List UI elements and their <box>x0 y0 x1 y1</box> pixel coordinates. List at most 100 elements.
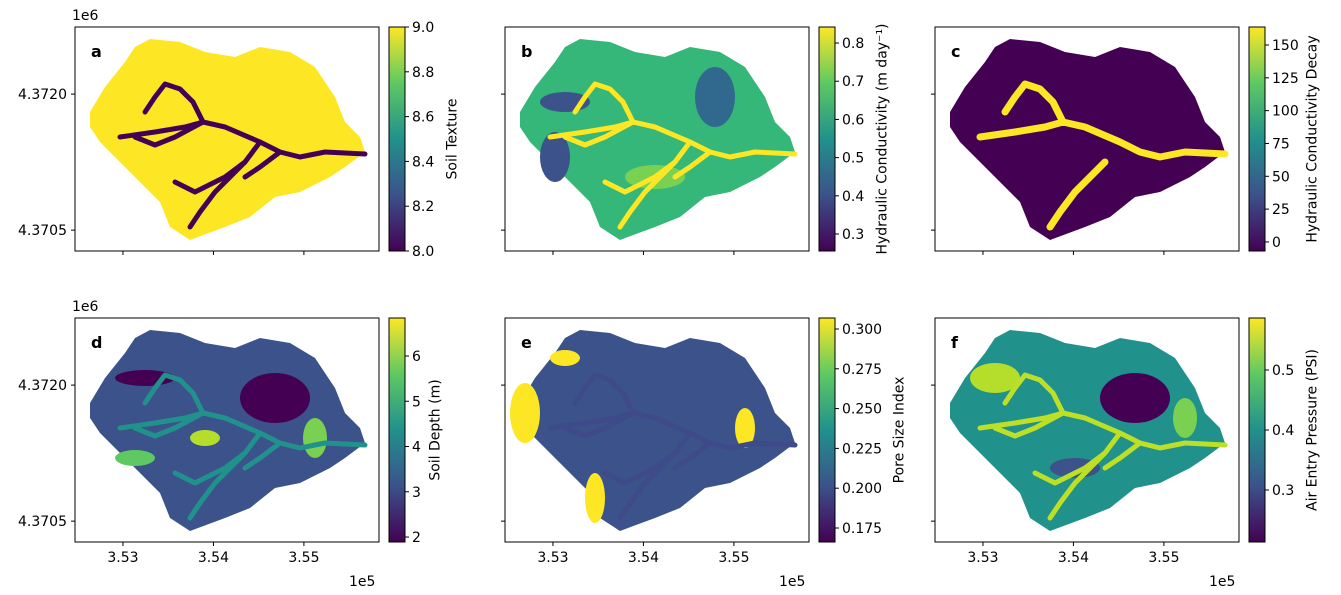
colorbar-tick-label: 4 <box>412 440 421 456</box>
soil-patch <box>550 350 580 366</box>
stream <box>172 139 263 195</box>
x-offset: 1e5 <box>349 574 375 590</box>
y-tick-label: 4.3720 <box>18 378 67 394</box>
soil-patch <box>695 67 735 127</box>
watershed <box>950 39 1225 240</box>
stream <box>172 430 263 486</box>
map-panel: a <box>74 26 380 252</box>
x-tick-label: 3.53 <box>537 550 568 566</box>
soil-patch <box>303 418 327 458</box>
colorbar-tick-label: 0.275 <box>842 362 882 378</box>
panel-label: f <box>951 333 959 352</box>
stream <box>976 118 1229 161</box>
stream <box>572 372 636 416</box>
colorbar-tick-label: 0.3 <box>1272 483 1294 499</box>
soil-patch <box>1100 373 1170 423</box>
colorbar-label: Hydraulic Conductivity Decay <box>1305 35 1321 242</box>
colorbar-tick-label: 100 <box>1272 104 1299 120</box>
stream <box>977 410 1228 451</box>
stream <box>117 410 368 451</box>
stream <box>1002 372 1066 416</box>
stream <box>1001 80 1067 126</box>
x-tick-label: 3.54 <box>198 550 229 566</box>
stream <box>187 450 248 521</box>
stream <box>1047 450 1108 521</box>
colorbar <box>388 317 406 543</box>
colorbar-tick-label: 8.2 <box>412 199 434 215</box>
soil-patch <box>970 363 1020 393</box>
soil-patch <box>540 132 570 182</box>
stream <box>132 119 206 148</box>
colorbar-label: Pore Size Index <box>892 377 908 484</box>
x-offset: 1e5 <box>779 574 805 590</box>
colorbar-label: Soil Depth (m) <box>428 379 444 480</box>
colorbar-label: Hydraulic Conductivity (m day⁻¹) <box>875 23 891 254</box>
stream <box>242 440 283 471</box>
colorbar-tick-label: 0.4 <box>1272 423 1294 439</box>
colorbar-tick-label: 75 <box>1272 136 1290 152</box>
colorbar-tick-label: 3 <box>412 485 421 501</box>
axes-frame <box>74 317 380 543</box>
stream <box>242 149 283 180</box>
map-panel: e <box>504 317 810 543</box>
stream <box>547 410 798 451</box>
colorbar <box>818 317 836 543</box>
x-tick-label: 3.54 <box>628 550 659 566</box>
soil-patch <box>115 450 155 466</box>
colorbar-tick-label: 2 <box>412 530 421 546</box>
x-tick-label: 3.55 <box>1148 550 1179 566</box>
colorbar-label: Air Entry Pressure (PSI) <box>1305 349 1321 511</box>
y-tick-label: 4.3705 <box>18 223 67 239</box>
soil-patch <box>190 430 220 446</box>
colorbar-tick-label: 8.8 <box>412 65 434 81</box>
soil-patch <box>115 370 175 386</box>
colorbar-tick-label: 0.5 <box>1272 363 1294 379</box>
y-offset: 1e6 <box>72 8 99 24</box>
stream <box>1102 440 1143 471</box>
y-tick-label: 4.3720 <box>18 87 67 103</box>
stream <box>562 410 636 439</box>
colorbar-tick-label: 0.200 <box>842 481 882 497</box>
watershed <box>90 39 365 240</box>
axes-frame <box>934 26 1240 252</box>
stream <box>1046 158 1109 231</box>
colorbar <box>1248 317 1266 543</box>
colorbar-tick-label: 0.3 <box>842 227 864 243</box>
x-tick-label: 3.54 <box>1058 550 1089 566</box>
y-offset: 1e6 <box>72 299 99 315</box>
map-panel: d <box>74 317 380 543</box>
colorbar-tick-label: 0.7 <box>842 74 864 90</box>
x-tick-label: 3.55 <box>718 550 749 566</box>
axes-frame <box>934 317 1240 543</box>
colorbar <box>388 26 406 252</box>
colorbar-tick-label: 0.6 <box>842 112 864 128</box>
stream <box>142 372 206 416</box>
x-tick-label: 3.55 <box>288 550 319 566</box>
map-panel: f <box>934 317 1240 543</box>
colorbar-tick-label: 8.6 <box>412 110 434 126</box>
stream <box>142 81 206 125</box>
colorbar-tick-label: 6 <box>412 349 421 365</box>
soil-patch <box>510 383 540 443</box>
colorbar-tick-label: 8.4 <box>412 154 434 170</box>
stream <box>672 440 713 471</box>
panel-label: b <box>521 42 532 61</box>
y-tick-label: 4.3705 <box>18 514 67 530</box>
colorbar-tick-label: 9.0 <box>412 20 434 36</box>
colorbar-tick-label: 125 <box>1272 71 1299 87</box>
colorbar-tick-label: 0.4 <box>842 189 864 205</box>
x-offset: 1e5 <box>1209 574 1235 590</box>
colorbar-tick-label: 5 <box>412 394 421 410</box>
stream <box>1032 430 1123 486</box>
stream <box>602 139 693 195</box>
panel-label: d <box>91 333 102 352</box>
axes-frame <box>504 26 810 252</box>
x-tick-label: 3.53 <box>107 550 138 566</box>
colorbar-tick-label: 8.0 <box>412 244 434 260</box>
stream <box>132 410 206 439</box>
stream <box>547 119 798 160</box>
stream <box>617 450 678 521</box>
map-panel: c <box>934 26 1240 252</box>
colorbar <box>818 26 836 252</box>
